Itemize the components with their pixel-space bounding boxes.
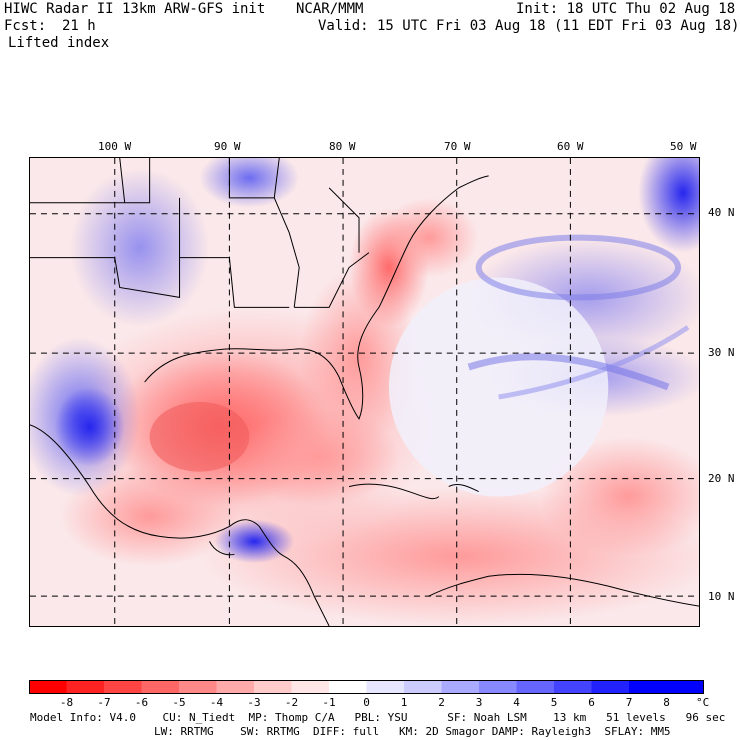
lat-label: 40 N — [708, 206, 735, 219]
colorbar-tick-label: -3 — [247, 696, 261, 709]
colorbar-tick-label: -5 — [172, 696, 186, 709]
colorbar-segment — [554, 680, 592, 694]
model-title: HIWC Radar II 13km ARW-GFS init — [4, 1, 266, 17]
lon-label: 60 W — [557, 140, 584, 153]
lat-label: 20 N — [708, 472, 735, 485]
colorbar-tick-label: -2 — [284, 696, 299, 709]
colorbar-segment — [629, 680, 667, 694]
lon-label: 70 W — [444, 140, 471, 153]
lon-label: 90 W — [214, 140, 241, 153]
colorbar-segment — [179, 680, 217, 694]
colorbar-tick-label: -7 — [97, 696, 111, 709]
lat-label: 10 N — [708, 590, 735, 603]
lat-lon-grid — [30, 158, 699, 626]
colorbar-tick-label: 4 — [513, 696, 520, 709]
forecast-hour: 21 h — [62, 18, 96, 34]
physics-info: LW: RRTMG SW: RRTMG DIFF: full KM: 2D Sm… — [154, 725, 671, 738]
colorbar-tick-label: 6 — [588, 696, 595, 709]
colorbar-segment — [666, 680, 704, 694]
colorbar-tick-label: 8 — [663, 696, 670, 709]
colorbar-tick-label: -1 — [322, 696, 336, 709]
colorbar-segment — [104, 680, 142, 694]
colorbar-tick-label: -8 — [59, 696, 74, 709]
colorbar-segment — [366, 680, 405, 694]
coastlines — [30, 158, 699, 626]
colorbar-segment — [441, 680, 480, 694]
lon-label: 100 W — [98, 140, 132, 153]
colorbar-segment — [141, 680, 180, 694]
colorbar-segment — [66, 680, 105, 694]
colorbar-segment — [516, 680, 555, 694]
colorbar-segment — [329, 680, 367, 694]
colorbar-tick-label: -4 — [209, 696, 224, 709]
colorbar — [29, 680, 704, 694]
colorbar-tick-label: 2 — [438, 696, 445, 709]
lifted-index-map — [29, 157, 700, 627]
colorbar-segment — [29, 680, 67, 694]
lat-label: 30 N — [708, 346, 735, 359]
field-name: Lifted index — [8, 35, 110, 51]
colorbar-segment — [291, 680, 330, 694]
lon-label: 50 W — [670, 140, 697, 153]
model-info: Model Info: V4.0 CU: N_Tiedt MP: Thomp C… — [30, 711, 726, 724]
init-time: Init: 18 UTC Thu 02 Aug 18 — [516, 1, 736, 17]
colorbar-border — [29, 680, 704, 694]
colorbar-segment — [591, 680, 630, 694]
stable-regions — [30, 158, 699, 564]
colorbar-segment — [479, 680, 517, 694]
forecast-label: Fcst: — [4, 18, 47, 34]
colorbar-tick-label: 0 — [363, 696, 370, 709]
colorbar-segment — [216, 680, 255, 694]
colorbar-tick-label: 5 — [550, 696, 558, 709]
colorbar-unit: °C — [696, 696, 710, 709]
colorbar-tick-label: 3 — [475, 696, 483, 709]
colorbar-tick-label: -6 — [134, 696, 149, 709]
unstable-regions — [59, 197, 699, 626]
colorbar-segment — [254, 680, 292, 694]
colorbar-tick-label: 7 — [625, 696, 633, 709]
org-label: NCAR/MMM — [296, 1, 364, 17]
colorbar-segment — [404, 680, 442, 694]
valid-time: Valid: 15 UTC Fri 03 Aug 18 (11 EDT Fri … — [318, 18, 740, 34]
colorbar-tick-label: 1 — [400, 696, 408, 709]
lon-label: 80 W — [329, 140, 356, 153]
